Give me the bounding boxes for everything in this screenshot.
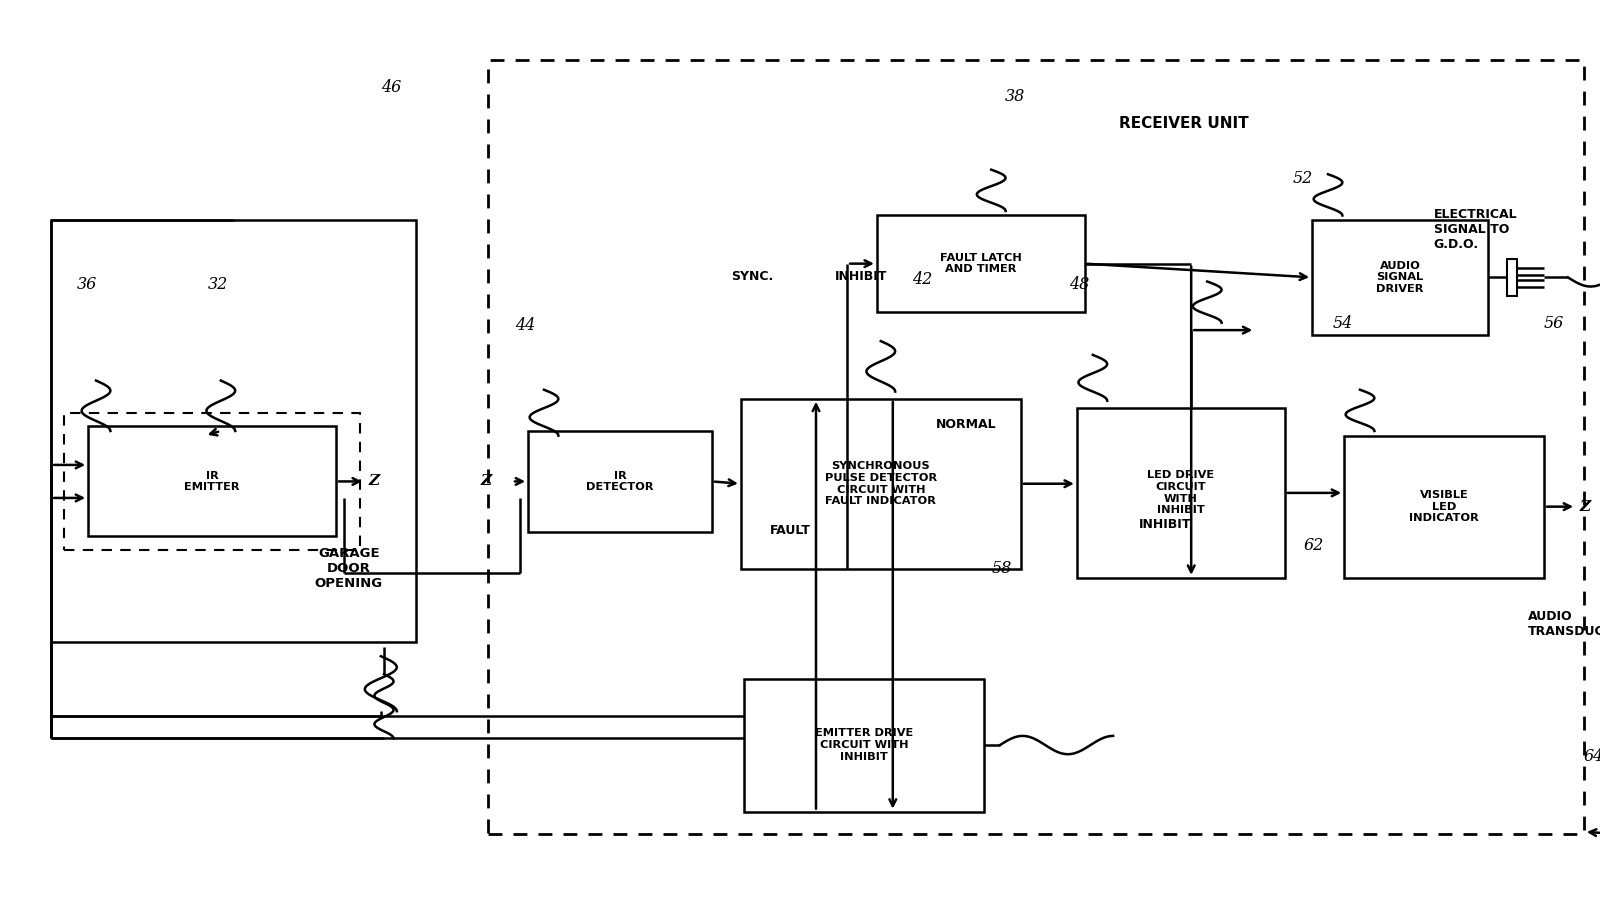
Text: IR
DETECTOR: IR DETECTOR bbox=[586, 470, 654, 492]
Text: INHIBIT: INHIBIT bbox=[835, 271, 886, 283]
Bar bbox=[744, 679, 984, 812]
Text: EMITTER DRIVE
CIRCUIT WITH
INHIBIT: EMITTER DRIVE CIRCUIT WITH INHIBIT bbox=[814, 728, 914, 762]
Text: AUDIO
SIGNAL
DRIVER: AUDIO SIGNAL DRIVER bbox=[1376, 260, 1424, 294]
Text: NORMAL: NORMAL bbox=[936, 418, 997, 431]
Text: VISIBLE
LED
INDICATOR: VISIBLE LED INDICATOR bbox=[1410, 490, 1478, 524]
Text: Z: Z bbox=[1579, 500, 1590, 514]
Bar bbox=[1344, 436, 1544, 578]
Text: 62: 62 bbox=[1304, 537, 1325, 554]
Bar bbox=[488, 60, 1584, 834]
Text: 32: 32 bbox=[208, 276, 229, 293]
Text: AUDIO
TRANSDUCER: AUDIO TRANSDUCER bbox=[1528, 610, 1600, 637]
Bar bbox=[51, 220, 416, 642]
Text: 42: 42 bbox=[912, 271, 933, 288]
Text: Z: Z bbox=[368, 474, 379, 489]
Bar bbox=[88, 426, 336, 536]
Bar bbox=[64, 413, 360, 550]
Text: SYNC.: SYNC. bbox=[731, 271, 773, 283]
Bar bbox=[1507, 259, 1517, 295]
Text: 56: 56 bbox=[1544, 315, 1565, 332]
Text: FAULT: FAULT bbox=[770, 524, 811, 536]
Text: LED DRIVE
CIRCUIT
WITH
INHIBIT: LED DRIVE CIRCUIT WITH INHIBIT bbox=[1147, 470, 1214, 515]
Text: SYNCHRONOUS
PULSE DETECTOR
CIRCUIT WITH
FAULT INDICATOR: SYNCHRONOUS PULSE DETECTOR CIRCUIT WITH … bbox=[824, 461, 938, 506]
Text: GARAGE
DOOR
OPENING: GARAGE DOOR OPENING bbox=[315, 547, 382, 590]
Text: RECEIVER UNIT: RECEIVER UNIT bbox=[1118, 116, 1250, 131]
Bar bbox=[1077, 408, 1285, 578]
Bar bbox=[877, 215, 1085, 312]
Text: 54: 54 bbox=[1333, 315, 1354, 332]
Text: FAULT LATCH
AND TIMER: FAULT LATCH AND TIMER bbox=[939, 253, 1022, 274]
Text: 38: 38 bbox=[1005, 88, 1026, 105]
Text: INHIBIT: INHIBIT bbox=[1139, 518, 1190, 531]
Text: Z: Z bbox=[480, 474, 491, 489]
Text: ELECTRICAL
SIGNAL TO
G.D.O.: ELECTRICAL SIGNAL TO G.D.O. bbox=[1434, 208, 1517, 250]
Text: 58: 58 bbox=[992, 560, 1013, 577]
Text: IR
EMITTER: IR EMITTER bbox=[184, 470, 240, 492]
Bar bbox=[1312, 220, 1488, 335]
Text: 44: 44 bbox=[515, 317, 536, 334]
Text: 52: 52 bbox=[1293, 171, 1314, 187]
Bar bbox=[741, 399, 1021, 569]
Text: 48: 48 bbox=[1069, 276, 1090, 293]
Text: 36: 36 bbox=[77, 276, 98, 293]
Text: 64: 64 bbox=[1584, 748, 1600, 765]
Bar bbox=[528, 431, 712, 532]
Text: 46: 46 bbox=[381, 79, 402, 95]
